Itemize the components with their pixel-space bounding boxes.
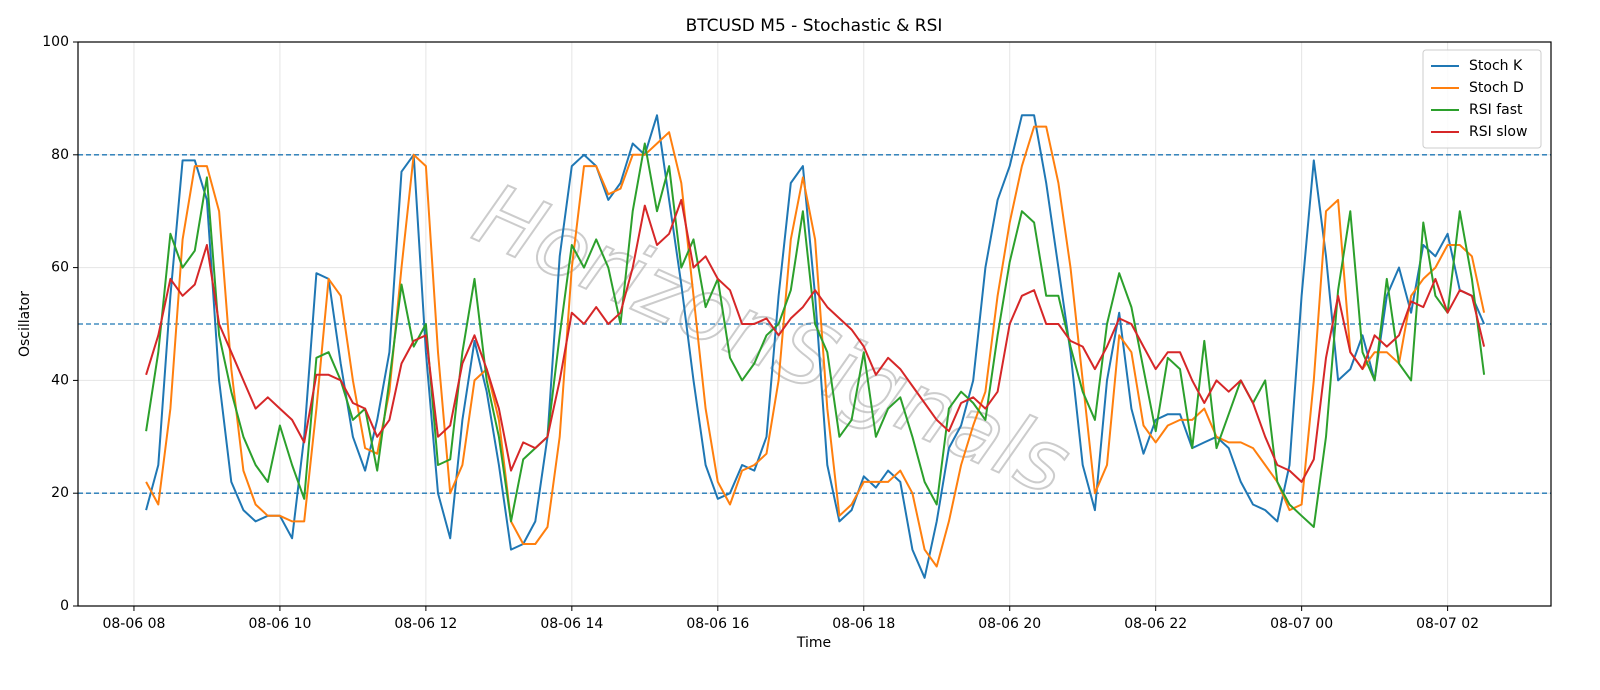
series-line [145, 125, 1486, 568]
x-tick-label: 08-06 20 [978, 616, 1041, 632]
x-tick-label: 08-06 08 [102, 616, 165, 632]
legend-label: Stoch K [1469, 58, 1523, 74]
legend-label: Stoch D [1469, 80, 1524, 96]
y-tick-label: 0 [60, 598, 69, 614]
legend-box [1422, 49, 1542, 149]
x-tick-label: 08-06 16 [686, 616, 749, 632]
legend-label: RSI fast [1469, 102, 1523, 118]
chart-title: BTCUSD M5 - Stochastic & RSI [686, 16, 943, 36]
series-line [145, 114, 1486, 579]
x-tick-label: 08-06 18 [832, 616, 895, 632]
x-tick-label: 08-06 10 [248, 616, 311, 632]
series-line [145, 142, 1486, 528]
y-tick-label: 80 [51, 147, 69, 163]
x-tick-label: 08-06 14 [540, 616, 603, 632]
plot-frame [77, 41, 1552, 607]
y-axis-label: Oscillator [17, 291, 33, 357]
y-tick-label: 100 [42, 34, 69, 50]
legend-label: RSI slow [1469, 124, 1527, 140]
y-tick-label: 60 [51, 260, 69, 276]
x-axis-label: Time [796, 635, 831, 651]
x-tick-label: 08-07 02 [1416, 616, 1479, 632]
series-line [145, 198, 1486, 483]
x-tick-label: 08-06 22 [1124, 616, 1187, 632]
y-tick-label: 40 [51, 372, 69, 388]
x-tick-label: 08-06 12 [394, 616, 457, 632]
x-tick-label: 08-07 00 [1270, 616, 1333, 632]
y-tick-label: 20 [51, 485, 69, 501]
